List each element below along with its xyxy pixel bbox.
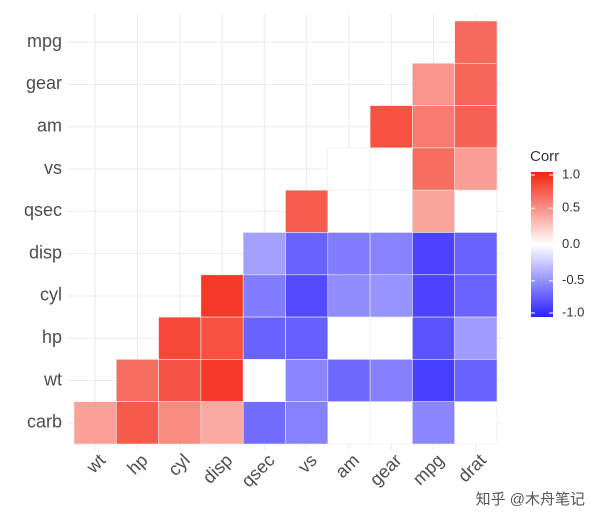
cell xyxy=(285,274,329,318)
cell xyxy=(454,316,498,360)
cell xyxy=(200,274,244,318)
cell xyxy=(200,316,244,360)
colorbar-label: 0.5 xyxy=(562,200,580,215)
cell xyxy=(412,274,455,318)
cell xyxy=(454,62,498,106)
x-tick-label: drat xyxy=(454,450,490,486)
y-tick-label: am xyxy=(37,116,62,136)
y-tick-label: wt xyxy=(43,369,62,389)
y-tick-label: hp xyxy=(42,327,62,347)
cell xyxy=(242,274,286,318)
cell xyxy=(454,147,498,191)
y-tick-label: gear xyxy=(26,73,62,93)
x-tick-label: qsec xyxy=(238,450,279,491)
cell xyxy=(454,359,498,402)
blank-cell xyxy=(327,401,371,445)
cell xyxy=(412,401,455,445)
x-tick-label: hp xyxy=(123,450,151,478)
cell xyxy=(158,401,202,445)
colorbar-label: -0.5 xyxy=(562,272,584,287)
cell xyxy=(369,232,413,276)
colorbar-label: -1.0 xyxy=(562,304,584,319)
cell xyxy=(158,359,202,402)
legend-title: Corr xyxy=(530,148,559,165)
cell xyxy=(200,359,244,402)
cell xyxy=(412,359,455,402)
cell xyxy=(200,401,244,445)
colorbar-label: 1.0 xyxy=(562,166,580,181)
colorbar-label: 0.0 xyxy=(562,236,580,251)
blank-cell xyxy=(327,189,371,233)
cell xyxy=(369,105,413,149)
cell xyxy=(327,232,371,276)
cell xyxy=(285,189,329,233)
y-tick-label: mpg xyxy=(27,31,62,51)
x-tick-label: cyl xyxy=(164,450,194,480)
cell xyxy=(369,274,413,318)
cell xyxy=(454,20,498,64)
cell xyxy=(327,359,371,402)
y-tick-label: qsec xyxy=(24,200,62,220)
cell xyxy=(285,232,329,276)
blank-cell xyxy=(454,189,498,233)
cell xyxy=(454,274,498,318)
y-tick-label: cyl xyxy=(40,285,62,305)
x-tick-label: vs xyxy=(294,450,321,477)
blank-cell xyxy=(327,316,371,360)
cell xyxy=(412,62,455,106)
cell xyxy=(242,316,286,360)
cell xyxy=(73,401,117,445)
cell xyxy=(454,232,498,276)
cell xyxy=(327,274,371,318)
cell xyxy=(285,401,329,445)
cell xyxy=(412,189,455,233)
cell xyxy=(158,316,202,360)
y-tick-label: disp xyxy=(29,242,62,262)
x-tick-label: wt xyxy=(82,450,110,478)
blank-cell xyxy=(242,359,286,402)
x-tick-label: gear xyxy=(366,450,406,490)
cell xyxy=(412,105,455,149)
cell xyxy=(412,316,455,360)
blank-cell xyxy=(369,189,413,233)
cell xyxy=(242,232,286,276)
cell xyxy=(242,401,286,445)
blank-cell xyxy=(369,316,413,360)
cell xyxy=(412,147,455,191)
cell xyxy=(116,359,159,402)
x-tick-label: mpg xyxy=(409,450,448,489)
blank-cell xyxy=(327,147,371,191)
blank-cell xyxy=(369,147,413,191)
y-tick-label: vs xyxy=(44,158,62,178)
cell xyxy=(116,401,159,445)
cell xyxy=(285,316,329,360)
blank-cell xyxy=(454,401,498,445)
colorbar xyxy=(531,172,553,317)
cell xyxy=(285,359,329,402)
y-tick-label: carb xyxy=(27,412,62,432)
cell xyxy=(412,232,455,276)
x-tick-label: am xyxy=(331,450,363,482)
cell xyxy=(454,105,498,149)
x-tick-label: disp xyxy=(199,450,236,487)
blank-cell xyxy=(369,401,413,445)
watermark: 知乎 @木舟笔记 xyxy=(476,491,585,508)
cell xyxy=(369,359,413,402)
